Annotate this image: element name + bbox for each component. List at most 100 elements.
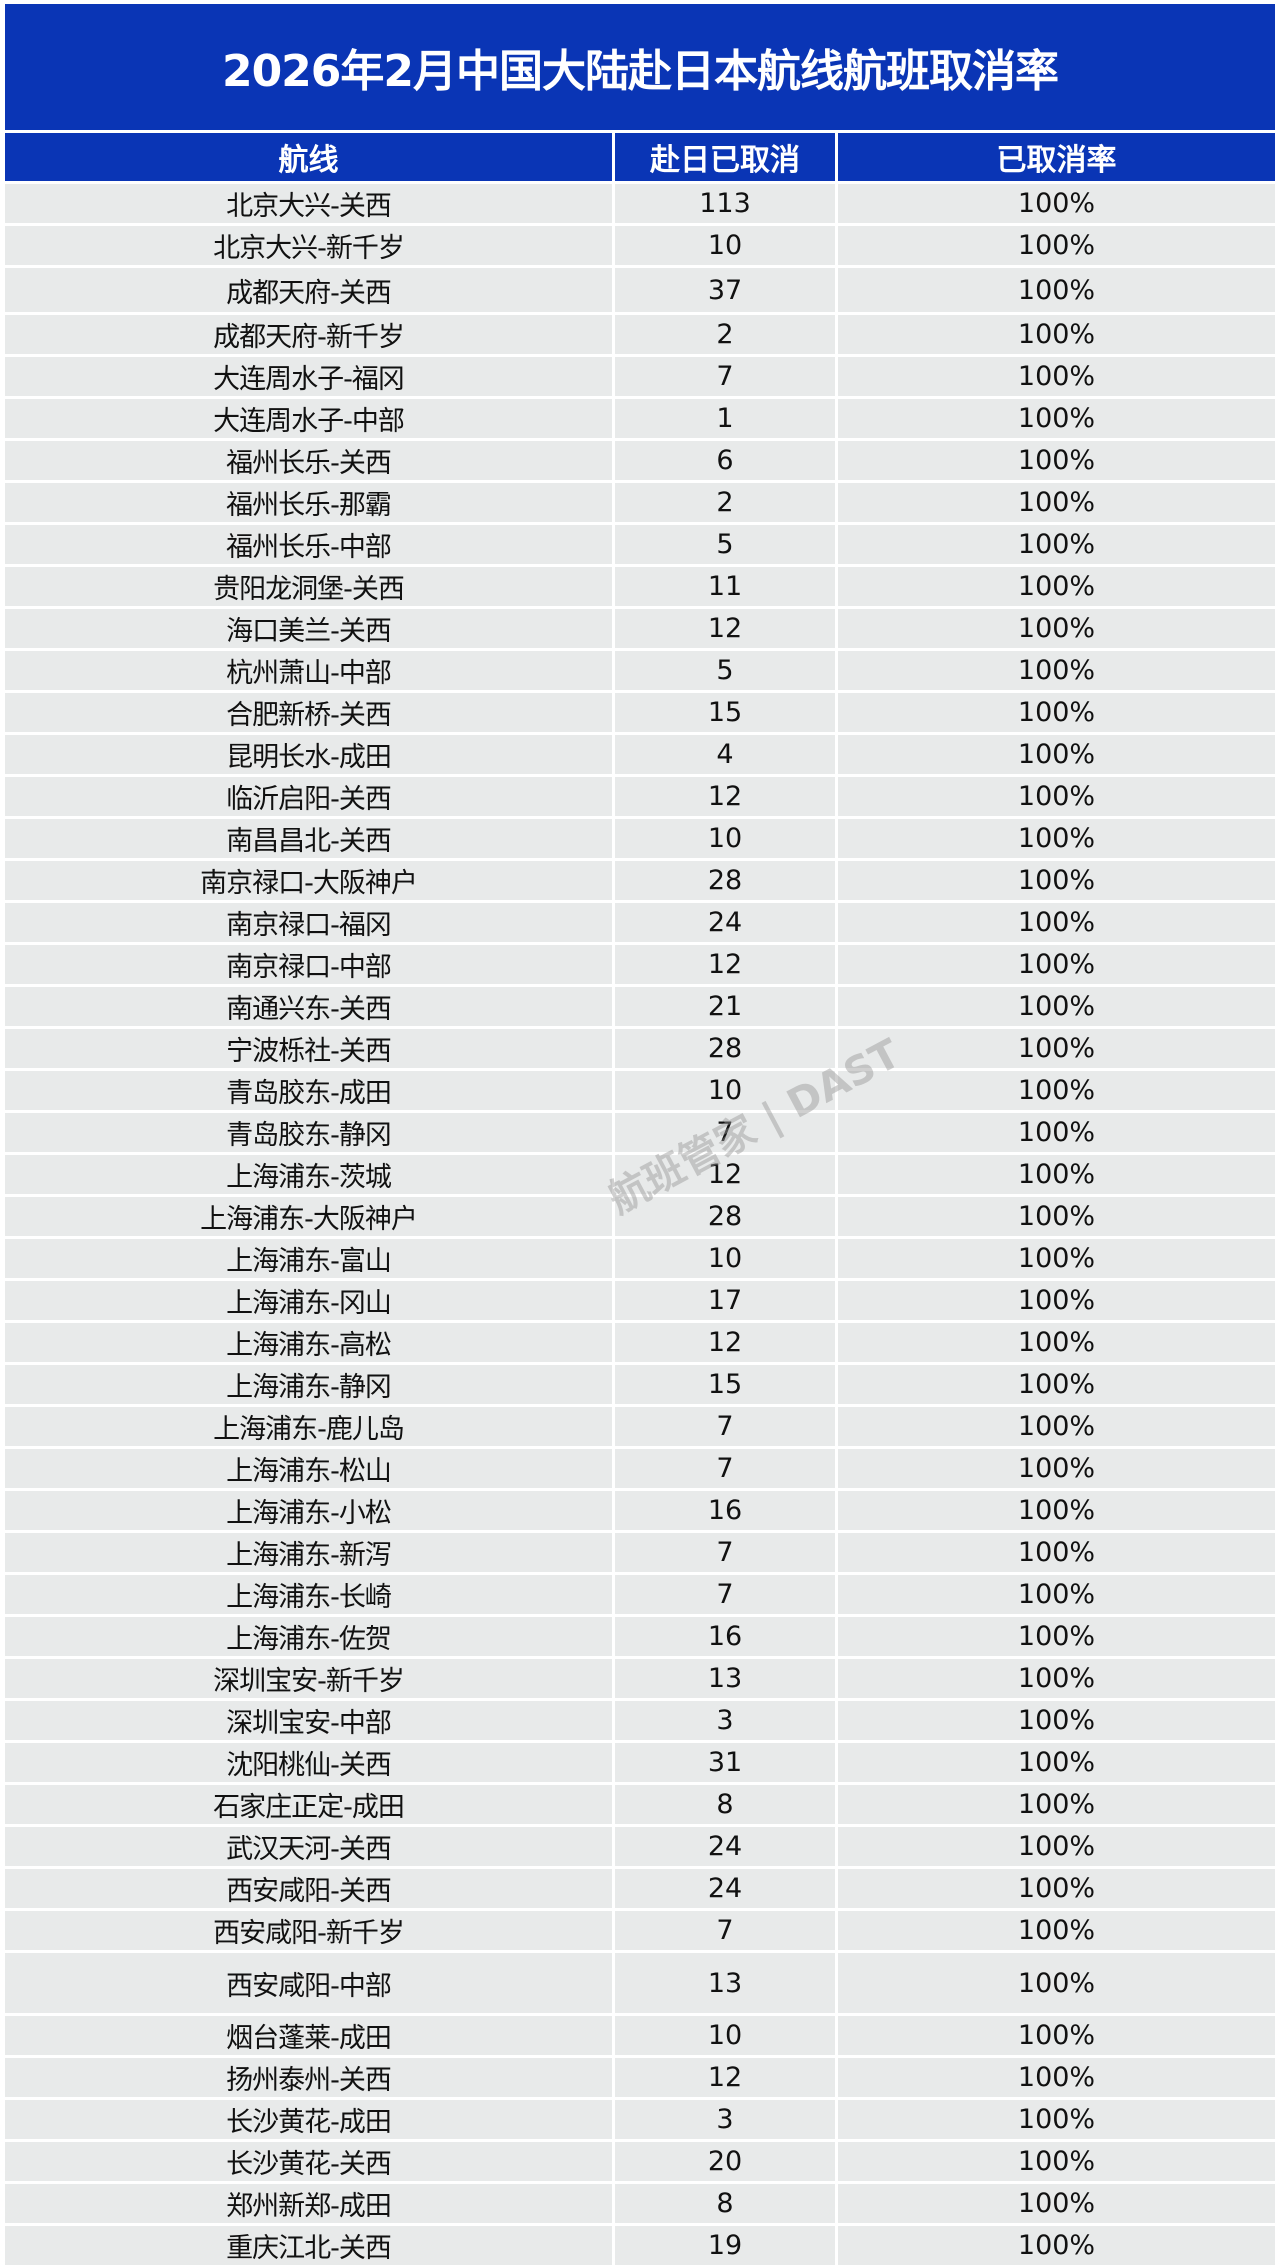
table-row: 青岛胶东-静冈 7 100%	[5, 1113, 1275, 1155]
cancelled-count-cell: 12	[615, 1323, 838, 1365]
cancel-rate-cell: 100%	[838, 399, 1275, 441]
route-cell: 上海浦东-茨城	[5, 1155, 615, 1197]
table-row: 西安咸阳-新千岁 7 100%	[5, 1911, 1275, 1953]
route-cell: 福州长乐-关西	[5, 441, 615, 483]
cancelled-count-cell: 6	[615, 441, 838, 483]
table-row: 北京大兴-新千岁 10 100%	[5, 226, 1275, 268]
table-row: 大连周水子-中部 1 100%	[5, 399, 1275, 441]
cancelled-count-cell: 12	[615, 609, 838, 651]
route-cell: 青岛胶东-静冈	[5, 1113, 615, 1155]
cancel-rate-cell: 100%	[838, 777, 1275, 819]
table-row: 成都天府-关西 37 100%	[5, 268, 1275, 315]
cancelled-count-cell: 12	[615, 2058, 838, 2100]
table-row: 杭州萧山-中部 5 100%	[5, 651, 1275, 693]
cancel-rate-cell: 100%	[838, 609, 1275, 651]
table-row: 福州长乐-那霸 2 100%	[5, 483, 1275, 525]
cancel-rate-cell: 100%	[838, 819, 1275, 861]
route-cell: 福州长乐-那霸	[5, 483, 615, 525]
cancelled-count-cell: 7	[615, 1533, 838, 1575]
cancelled-count-cell: 7	[615, 1449, 838, 1491]
cancel-rate-cell: 100%	[838, 1953, 1275, 2016]
cancel-rate-cell: 100%	[838, 1281, 1275, 1323]
cancel-rate-cell: 100%	[838, 2142, 1275, 2184]
table-row: 昆明长水-成田 4 100%	[5, 735, 1275, 777]
cancelled-count-cell: 20	[615, 2142, 838, 2184]
table-row: 南京禄口-福冈 24 100%	[5, 903, 1275, 945]
route-cell: 南京禄口-中部	[5, 945, 615, 987]
route-cell: 大连周水子-中部	[5, 399, 615, 441]
table-row: 福州长乐-中部 5 100%	[5, 525, 1275, 567]
cancelled-count-cell: 1	[615, 399, 838, 441]
cancelled-count-cell: 7	[615, 1407, 838, 1449]
table-row: 上海浦东-长崎 7 100%	[5, 1575, 1275, 1617]
table-row: 南通兴东-关西 21 100%	[5, 987, 1275, 1029]
cancel-rate-cell: 100%	[838, 1617, 1275, 1659]
table-row: 长沙黄花-关西 20 100%	[5, 2142, 1275, 2184]
cancel-rate-cell: 100%	[838, 2184, 1275, 2226]
table-row: 宁波栎社-关西 28 100%	[5, 1029, 1275, 1071]
cancelled-count-cell: 13	[615, 1659, 838, 1701]
cancel-rate-cell: 100%	[838, 903, 1275, 945]
table-row: 合肥新桥-关西 15 100%	[5, 693, 1275, 735]
cancelled-count-cell: 10	[615, 226, 838, 268]
cancel-rate-cell: 100%	[838, 567, 1275, 609]
route-cell: 沈阳桃仙-关西	[5, 1743, 615, 1785]
table-row: 海口美兰-关西 12 100%	[5, 609, 1275, 651]
table-row: 上海浦东-小松 16 100%	[5, 1491, 1275, 1533]
header-cancelled: 赴日已取消	[615, 133, 838, 184]
header-rate: 已取消率	[838, 133, 1275, 184]
route-cell: 成都天府-新千岁	[5, 315, 615, 357]
cancel-rate-cell: 100%	[838, 2058, 1275, 2100]
cancelled-count-cell: 3	[615, 2100, 838, 2142]
table-row: 上海浦东-新泻 7 100%	[5, 1533, 1275, 1575]
route-cell: 上海浦东-富山	[5, 1239, 615, 1281]
route-cell: 南通兴东-关西	[5, 987, 615, 1029]
cancelled-count-cell: 8	[615, 2184, 838, 2226]
route-cell: 海口美兰-关西	[5, 609, 615, 651]
cancelled-count-cell: 10	[615, 819, 838, 861]
route-cell: 武汉天河-关西	[5, 1827, 615, 1869]
cancel-rate-cell: 100%	[838, 2226, 1275, 2268]
cancel-rate-cell: 100%	[838, 1785, 1275, 1827]
route-cell: 上海浦东-松山	[5, 1449, 615, 1491]
cancel-rate-cell: 100%	[838, 315, 1275, 357]
table-row: 南京禄口-大阪神户 28 100%	[5, 861, 1275, 903]
table-row: 武汉天河-关西 24 100%	[5, 1827, 1275, 1869]
route-cell: 贵阳龙洞堡-关西	[5, 567, 615, 609]
cancel-rate-cell: 100%	[838, 1701, 1275, 1743]
cancelled-count-cell: 10	[615, 2016, 838, 2058]
header-route: 航线	[5, 133, 615, 184]
cancel-rate-cell: 100%	[838, 1029, 1275, 1071]
route-cell: 扬州泰州-关西	[5, 2058, 615, 2100]
cancelled-count-cell: 113	[615, 184, 838, 226]
table-row: 沈阳桃仙-关西 31 100%	[5, 1743, 1275, 1785]
route-cell: 南昌昌北-关西	[5, 819, 615, 861]
cancel-rate-cell: 100%	[838, 1491, 1275, 1533]
route-cell: 石家庄正定-成田	[5, 1785, 615, 1827]
cancelled-count-cell: 24	[615, 1869, 838, 1911]
cancelled-count-cell: 12	[615, 1155, 838, 1197]
table-row: 上海浦东-高松 12 100%	[5, 1323, 1275, 1365]
route-cell: 长沙黄花-成田	[5, 2100, 615, 2142]
cancel-rate-cell: 100%	[838, 1911, 1275, 1953]
cancelled-count-cell: 15	[615, 1365, 838, 1407]
table-row: 上海浦东-大阪神户 28 100%	[5, 1197, 1275, 1239]
cancelled-count-cell: 28	[615, 861, 838, 903]
cancel-rate-cell: 100%	[838, 1659, 1275, 1701]
route-cell: 福州长乐-中部	[5, 525, 615, 567]
cancelled-count-cell: 12	[615, 945, 838, 987]
route-cell: 上海浦东-高松	[5, 1323, 615, 1365]
cancelled-count-cell: 4	[615, 735, 838, 777]
table-row: 长沙黄花-成田 3 100%	[5, 2100, 1275, 2142]
cancel-rate-cell: 100%	[838, 1113, 1275, 1155]
table-row: 深圳宝安-新千岁 13 100%	[5, 1659, 1275, 1701]
cancel-rate-cell: 100%	[838, 1743, 1275, 1785]
route-cell: 上海浦东-鹿儿岛	[5, 1407, 615, 1449]
cancel-rate-cell: 100%	[838, 184, 1275, 226]
cancelled-count-cell: 7	[615, 1113, 838, 1155]
route-cell: 北京大兴-新千岁	[5, 226, 615, 268]
route-cell: 上海浦东-冈山	[5, 1281, 615, 1323]
cancelled-count-cell: 19	[615, 2226, 838, 2268]
cancelled-count-cell: 2	[615, 483, 838, 525]
route-cell: 西安咸阳-新千岁	[5, 1911, 615, 1953]
